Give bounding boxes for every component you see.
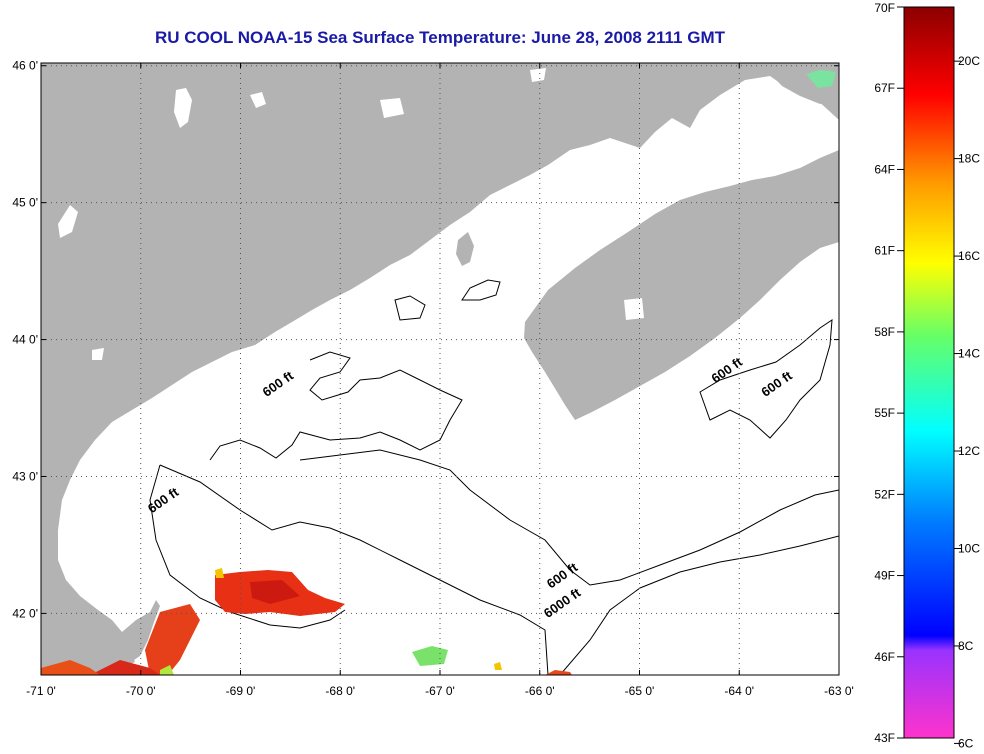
lon-label: -63 0': [824, 684, 854, 698]
colorbar-label-f: 58F: [874, 325, 895, 339]
lon-label: -71 0': [26, 684, 56, 698]
colorbar-label-f: 49F: [874, 569, 895, 583]
colorbar-labels: 70F 67F 64F 61F 58F 55F 52F 49F 46F 43F 20C 18C 16C 1…: [874, 1, 980, 750]
latitude-labels: 46 0' 45 0' 44 0' 43 0' 42 0': [12, 59, 38, 621]
lon-label: -64 0': [724, 684, 754, 698]
map-title: RU COOL NOAA-15 Sea Surface Temperature:…: [154, 28, 726, 47]
colorbar-label-f: 67F: [874, 81, 895, 95]
colorbar-label-f: 55F: [874, 406, 895, 420]
sst-patch-south: [41, 660, 100, 675]
sst-patch-east: [545, 670, 572, 675]
land-mainland: [41, 63, 839, 675]
lon-label: -68 0': [325, 684, 355, 698]
lat-label: 43 0': [12, 469, 38, 483]
colorbar-label-f: 61F: [874, 244, 895, 258]
colorbar-label-f: 64F: [874, 162, 895, 176]
land-cape-cod: [118, 600, 160, 664]
colorbar-label-c: 16C: [958, 249, 980, 263]
contour-600ft-east: [699, 319, 833, 439]
colorbar-label-c: 18C: [958, 152, 980, 166]
colorbar-label-c: 6C: [958, 736, 974, 750]
contour-600ft-georges: [149, 464, 346, 629]
lat-label: 42 0': [12, 606, 38, 620]
lon-label: -66 0': [525, 684, 555, 698]
depth-contours: [149, 279, 839, 675]
sst-data: [41, 70, 836, 675]
contour-6000ft: [559, 535, 839, 675]
lon-label: -70 0': [126, 684, 156, 698]
colorbar-label-c: 20C: [958, 54, 980, 68]
sst-patch-ne: [806, 70, 836, 88]
colorbar-label-f: 43F: [874, 731, 895, 745]
colorbar-label-c: 14C: [958, 347, 980, 361]
sst-patch-green: [412, 646, 448, 666]
longitude-labels: -71 0' -70 0' -69 0' -68 0' -67 0' -66 0' -65 …: [26, 684, 854, 698]
lat-label: 45 0': [12, 196, 38, 210]
lat-label: 44 0': [12, 333, 38, 347]
axis-ticks: [40, 63, 840, 675]
colorbar-label-f: 52F: [874, 487, 895, 501]
contour-600ft-jordan: [209, 351, 463, 461]
colorbar-label-c: 10C: [958, 541, 980, 555]
lon-label: -69 0': [226, 684, 256, 698]
lon-label: -65 0': [625, 684, 655, 698]
lat-label: 46 0': [12, 59, 38, 73]
colorbar-label-c: 12C: [958, 444, 980, 458]
contour-600ft-basin: [299, 449, 839, 586]
colorbar-label-f: 46F: [874, 650, 895, 664]
colorbar-label-f: 70F: [874, 1, 895, 15]
graticule: [41, 63, 839, 675]
contour-600ft-west: [159, 464, 549, 675]
land-grand-manan: [456, 232, 474, 266]
colorbar-label-c: 8C: [958, 639, 974, 653]
colorbar: [903, 6, 955, 739]
inland-lakes: [58, 68, 800, 360]
sst-patch-cape: [145, 604, 200, 675]
land-nova-scotia: [524, 150, 839, 420]
lon-label: -67 0': [425, 684, 455, 698]
